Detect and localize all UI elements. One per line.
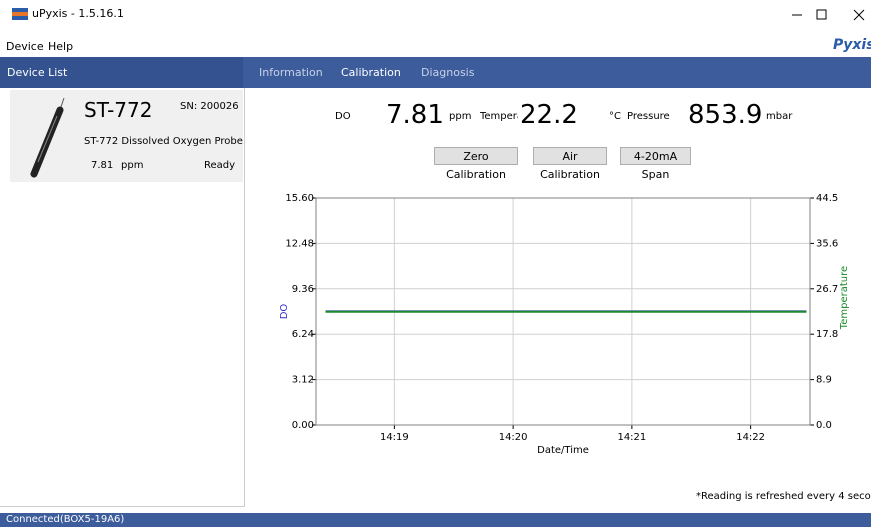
y-tick-label: 9.36 bbox=[292, 284, 314, 295]
refresh-note: *Reading is refreshed every 4 seconds bbox=[696, 491, 871, 502]
tab[interactable]: Information bbox=[259, 66, 323, 79]
probe-image bbox=[24, 96, 68, 180]
menu-item[interactable]: Help bbox=[48, 40, 73, 53]
y-tick-label: 15.60 bbox=[285, 193, 314, 204]
y-tick-label: 0.00 bbox=[292, 420, 314, 431]
reading-label: Pressure bbox=[627, 111, 670, 122]
reading-value: 7.81 bbox=[386, 100, 444, 130]
x-tick-label: 14:21 bbox=[617, 432, 646, 443]
x-tick-label: 14:22 bbox=[736, 432, 765, 443]
reading-unit: °C bbox=[609, 111, 621, 122]
status-text: Connected(BOX5-19A6) bbox=[6, 514, 124, 525]
sidebar-title: Device List bbox=[7, 66, 67, 79]
tab[interactable]: Diagnosis bbox=[421, 66, 474, 79]
reading-unit: ppm bbox=[449, 111, 471, 122]
reading-label: Temperature bbox=[480, 111, 518, 122]
y2-tick-label: 44.5 bbox=[816, 193, 838, 204]
app-window: uPyxis - 1.5.16.1 Device Help Pyxis Devi… bbox=[0, 0, 871, 527]
y2-tick-label: 26.7 bbox=[816, 284, 838, 295]
app-icon bbox=[12, 8, 28, 20]
reading-label: DO bbox=[335, 111, 351, 122]
y2-tick-label: 8.9 bbox=[816, 375, 832, 386]
brand: Pyxis bbox=[833, 37, 871, 53]
button[interactable]: Air Calibration bbox=[533, 147, 607, 165]
y-tick-label: 12.48 bbox=[285, 238, 314, 249]
device-status: Ready bbox=[204, 160, 235, 171]
x-tick-label: 14:20 bbox=[499, 432, 528, 443]
button[interactable]: Zero Calibration bbox=[434, 147, 518, 165]
reading-value: 853.9 bbox=[688, 100, 762, 130]
y2-tick-label: 35.6 bbox=[816, 238, 838, 249]
y-axis-label: DO bbox=[279, 304, 290, 320]
device-model: ST-772 bbox=[84, 98, 152, 122]
tab[interactable]: Calibration bbox=[341, 66, 401, 79]
menu-item[interactable]: Device bbox=[6, 40, 44, 53]
x-axis-label: Date/Time bbox=[537, 445, 589, 456]
y2-axis-label: Temperature bbox=[839, 266, 850, 330]
device-reading: 7.81 bbox=[91, 160, 113, 171]
status-bar bbox=[0, 513, 871, 527]
y2-tick-label: 0.0 bbox=[816, 420, 832, 431]
reading-unit: mbar bbox=[766, 111, 792, 122]
device-description: ST-772 Dissolved Oxygen Probe bbox=[84, 136, 243, 147]
y-tick-label: 6.24 bbox=[292, 329, 314, 340]
y2-tick-label: 17.8 bbox=[816, 329, 838, 340]
x-tick-label: 14:19 bbox=[380, 432, 409, 443]
device-unit: ppm bbox=[121, 160, 143, 171]
y-tick-label: 3.12 bbox=[292, 375, 314, 386]
page: {"window": {"title": "uPyxis - 1.5.16.1"… bbox=[0, 0, 871, 527]
device-sn: SN: 200026 bbox=[180, 101, 239, 112]
window-title: uPyxis - 1.5.16.1 bbox=[32, 7, 124, 20]
button[interactable]: 4-20mA Span bbox=[620, 147, 691, 165]
window-controls[interactable] bbox=[780, 4, 871, 26]
chart: 0.00 3.12 6.24 9.36 12.48 15.60 0.0 8.9 17.8 26.7… bbox=[244, 180, 871, 460]
reading-value: 22.2 bbox=[520, 100, 578, 130]
